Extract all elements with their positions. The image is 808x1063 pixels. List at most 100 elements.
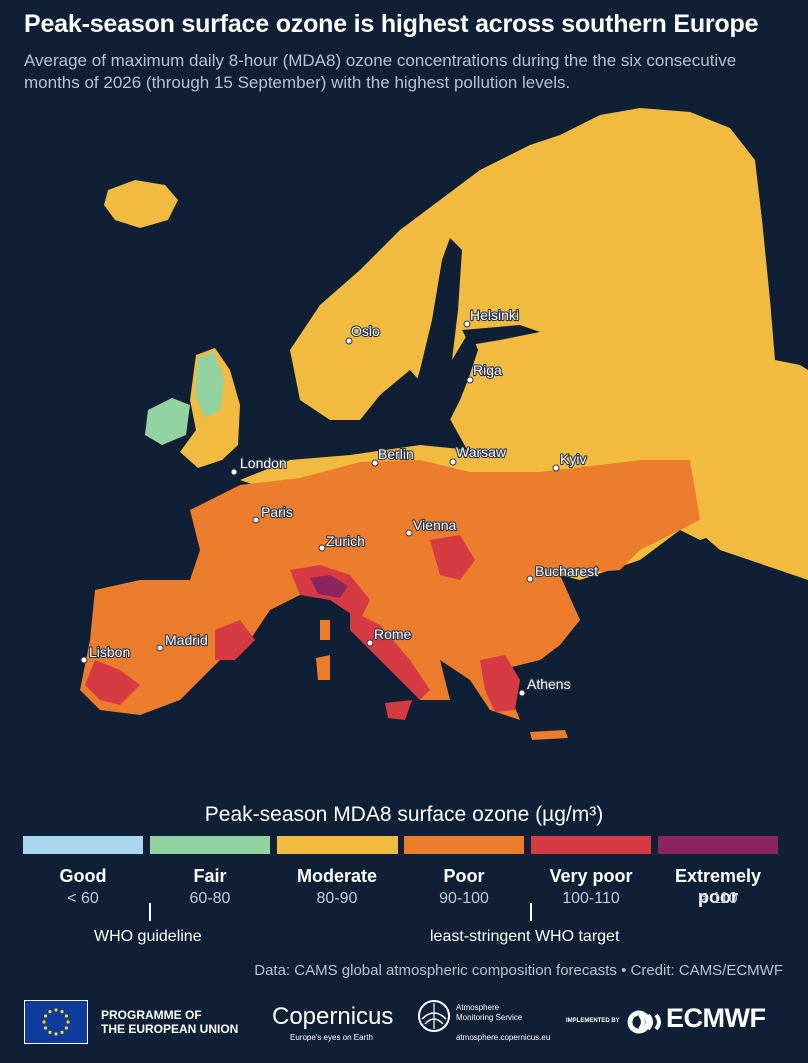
city-dot (466, 376, 474, 384)
sea-baltic (405, 238, 478, 445)
city-london: London (230, 454, 288, 476)
legend-range-fair: 60-80 (189, 890, 231, 907)
city-label: Zurich (326, 533, 365, 549)
legend-bar-fair (150, 836, 270, 854)
city-dot (366, 639, 374, 647)
copernicus-tagline: Europe's eyes on Earth (290, 1033, 373, 1042)
land-ireland (145, 398, 190, 445)
who-target-tick (530, 903, 532, 921)
city-dot (252, 516, 260, 524)
legend-title: Peak-season MDA8 surface ozone (µg/m³) (204, 803, 604, 826)
city-kyiv: Kyiv (552, 450, 588, 472)
eu-programme-text: PROGRAMME OF THE EUROPEAN UNION (101, 1008, 238, 1036)
land-iceland (104, 180, 178, 228)
legend-bar-poor (404, 836, 524, 854)
land-south-poor (80, 460, 700, 720)
legend-bar-very-poor (531, 836, 651, 854)
legend-bar-good (23, 836, 143, 854)
city-paris: Paris (252, 503, 294, 524)
ams-name: Atmosphere Monitoring Service (456, 1003, 522, 1023)
city-oslo: Oslo (345, 322, 381, 345)
city-label: Oslo (351, 323, 380, 339)
ecmwf-waves-icon (626, 1007, 664, 1042)
city-dot (80, 656, 88, 664)
city-label: Berlin (378, 446, 414, 462)
city-dot (345, 337, 353, 345)
city-label: Madrid (165, 632, 208, 648)
land-sardinia (316, 655, 330, 680)
legend-range-good: < 60 (67, 890, 99, 907)
sea-gulf (462, 325, 540, 345)
city-dot (552, 464, 560, 472)
city-bucharest: Bucharest (526, 562, 599, 583)
ams-url: atmosphere.copernicus.eu (456, 1033, 551, 1042)
city-label: Helsinki (470, 307, 519, 323)
legend-label-moderate: Moderate (296, 866, 377, 886)
city-dot (463, 320, 471, 328)
eu-line-2: THE EUROPEAN UNION (101, 1022, 239, 1036)
ecmwf-logo-text: ECMWF (666, 1003, 766, 1033)
land-corsica (320, 620, 330, 640)
atmosphere-globe-icon (417, 999, 451, 1038)
city-dot (156, 644, 164, 652)
city-madrid: Madrid (156, 631, 209, 652)
city-athens: Athens (518, 675, 572, 697)
legend-range-moderate: 80-90 (316, 890, 358, 907)
city-vienna: Vienna (405, 516, 458, 537)
zone-very-poor-iberia (85, 660, 140, 705)
who-guideline-label: WHO guideline (94, 928, 202, 945)
city-berlin: Berlin (371, 445, 415, 467)
city-warsaw: Warsaw (449, 443, 508, 466)
city-dot (518, 689, 526, 697)
city-helsinki: Helsinki (463, 306, 520, 328)
city-lisbon: Lisbon (80, 643, 131, 664)
legend-label-good: Good (59, 866, 107, 886)
who-guideline-tick (149, 903, 151, 921)
city-label: Kyiv (560, 451, 586, 467)
city-dot (449, 458, 457, 466)
legend-bar-moderate (277, 836, 398, 854)
ams-line-1: Atmosphere (456, 1003, 500, 1012)
zone-very-poor-pannonia (430, 535, 475, 580)
eu-line-1: PROGRAMME OF (101, 1008, 202, 1022)
legend-range-very-poor: 100-110 (562, 890, 620, 907)
legend-label-fair: Fair (193, 866, 227, 886)
page-title: Peak-season surface ozone is highest acr… (24, 10, 759, 38)
city-dot (318, 544, 326, 552)
zone-very-poor-spain-east (215, 620, 255, 660)
city-label: Paris (261, 504, 293, 520)
legend-label-poor: Poor (443, 866, 485, 886)
page-subtitle: Average of maximum daily 8-hour (MDA8) o… (24, 51, 737, 92)
zone-very-poor-italy (350, 610, 430, 700)
land-crete (530, 730, 568, 740)
legend-bar-extremely-poor (658, 836, 778, 854)
city-label: Athens (527, 676, 571, 692)
city-dot (230, 468, 238, 476)
city-label: London (240, 455, 287, 471)
land-scotland-fair (195, 352, 224, 418)
city-label: Warsaw (456, 444, 507, 460)
city-label: Lisbon (89, 644, 130, 660)
city-dot (371, 459, 379, 467)
city-label: Riga (473, 362, 502, 378)
legend-color-bars (23, 836, 779, 854)
city-riga: Riga (466, 361, 503, 384)
copernicus-logo: Copernicus (272, 1003, 394, 1030)
legend-range-extremely-poor: > 110 (698, 890, 738, 907)
zone-extremely-poor-po (310, 575, 348, 598)
city-label: Vienna (413, 517, 457, 533)
eu-flag-icon (24, 1000, 88, 1044)
legend-range-poor: 90-100 (439, 890, 489, 907)
zone-very-poor-greece (480, 655, 520, 712)
land-sicily (385, 700, 412, 720)
city-zurich: Zurich (318, 532, 366, 552)
footer-logos: PROGRAMME OF THE EUROPEAN UNION Copernic… (0, 995, 808, 1055)
ozone-map: Oslo Helsinki Riga London Berlin Warsaw … (80, 108, 808, 740)
implemented-by-label: IMPLEMENTED BY (566, 1018, 620, 1024)
city-label: Bucharest (535, 563, 598, 579)
who-target-label: least-stringent WHO target (430, 928, 620, 945)
ams-line-2: Monitoring Service (456, 1013, 523, 1022)
legend-label-extremely-poor: Extremely poor (674, 866, 762, 907)
city-rome: Rome (366, 625, 413, 647)
legend-label-very-poor: Very poor (549, 866, 633, 886)
